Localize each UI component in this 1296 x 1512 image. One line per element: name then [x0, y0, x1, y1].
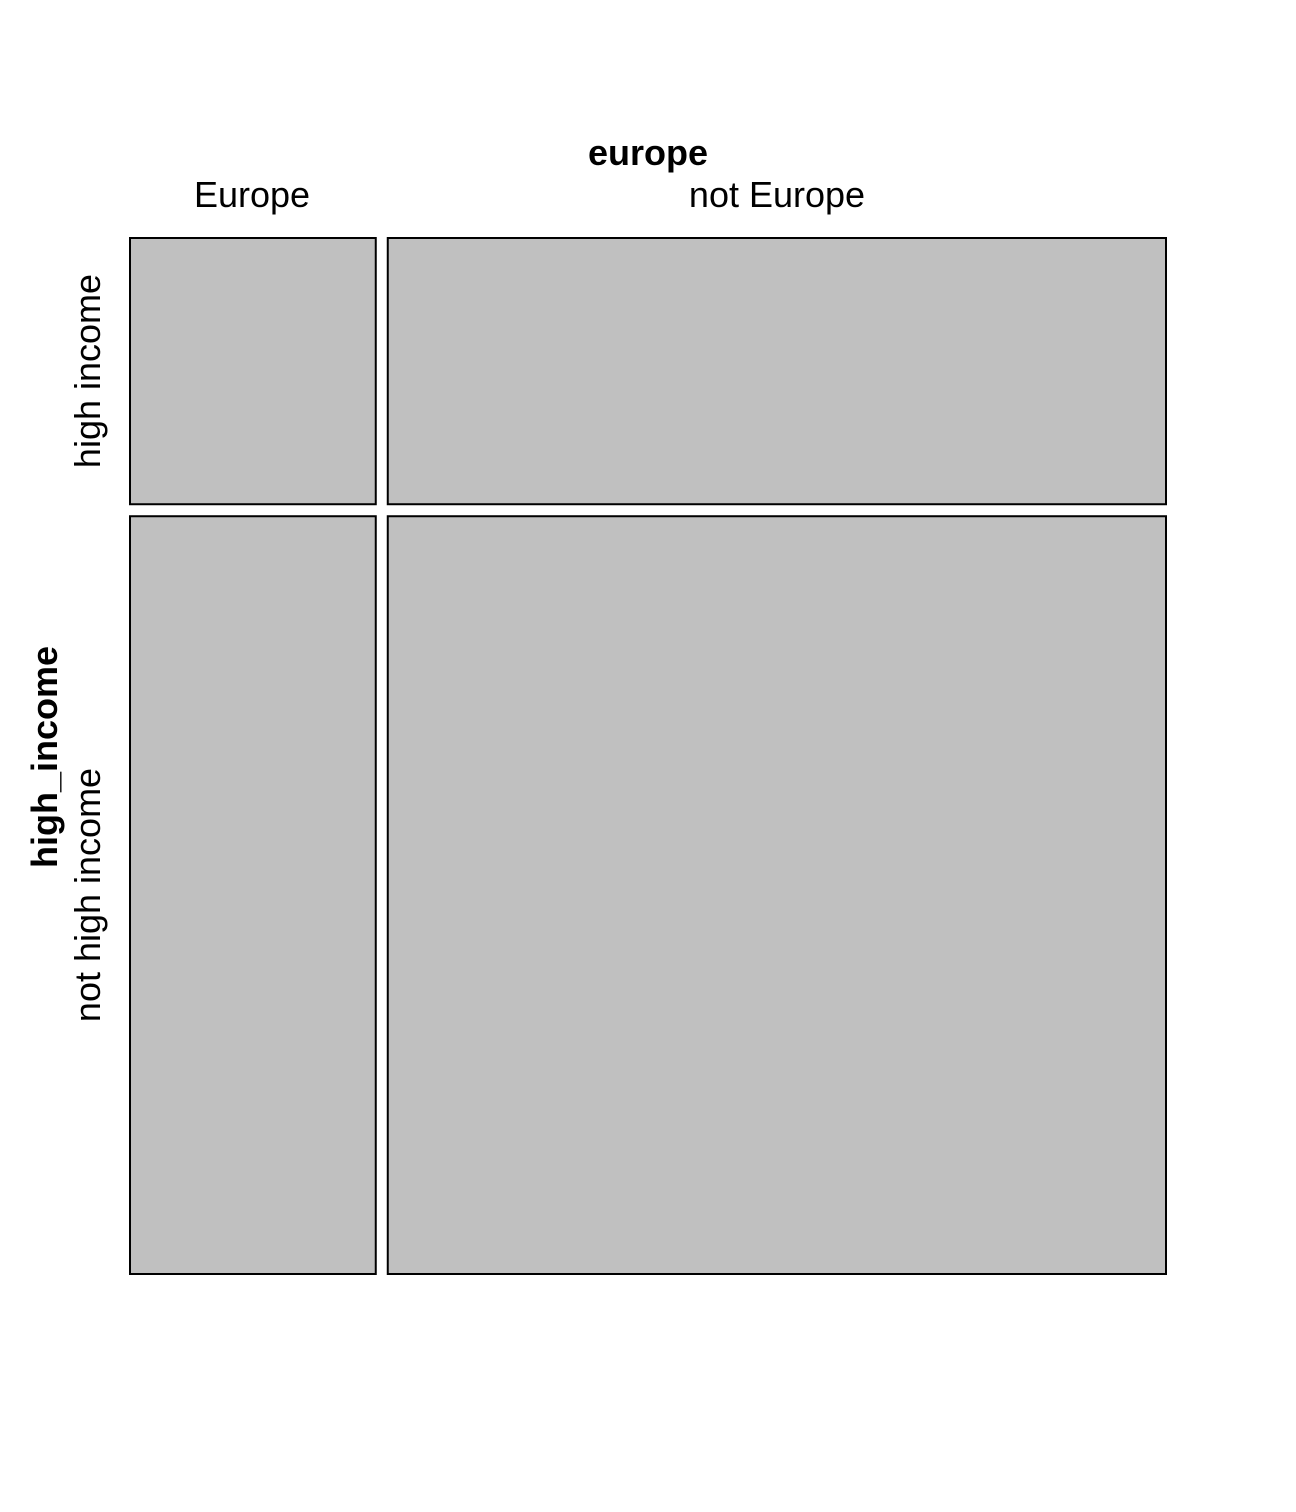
mosaic-tile-not-europe-high-income — [386, 237, 1167, 506]
mosaic-tiles — [129, 237, 1167, 1275]
x-variable-label: europe — [588, 132, 708, 173]
x-category-label-europe: Europe — [194, 174, 310, 215]
mosaic-tile-europe-not-high-income — [129, 515, 377, 1275]
x-category-label-not-europe: not Europe — [689, 174, 865, 215]
mosaic-tile-europe-high-income — [129, 237, 377, 506]
y-variable-label: high_income — [24, 646, 65, 868]
y-category-label-high-income: high income — [67, 274, 108, 468]
y-category-label-not-high-income: not high income — [67, 768, 108, 1022]
mosaic-tile-not-europe-not-high-income — [386, 515, 1167, 1275]
